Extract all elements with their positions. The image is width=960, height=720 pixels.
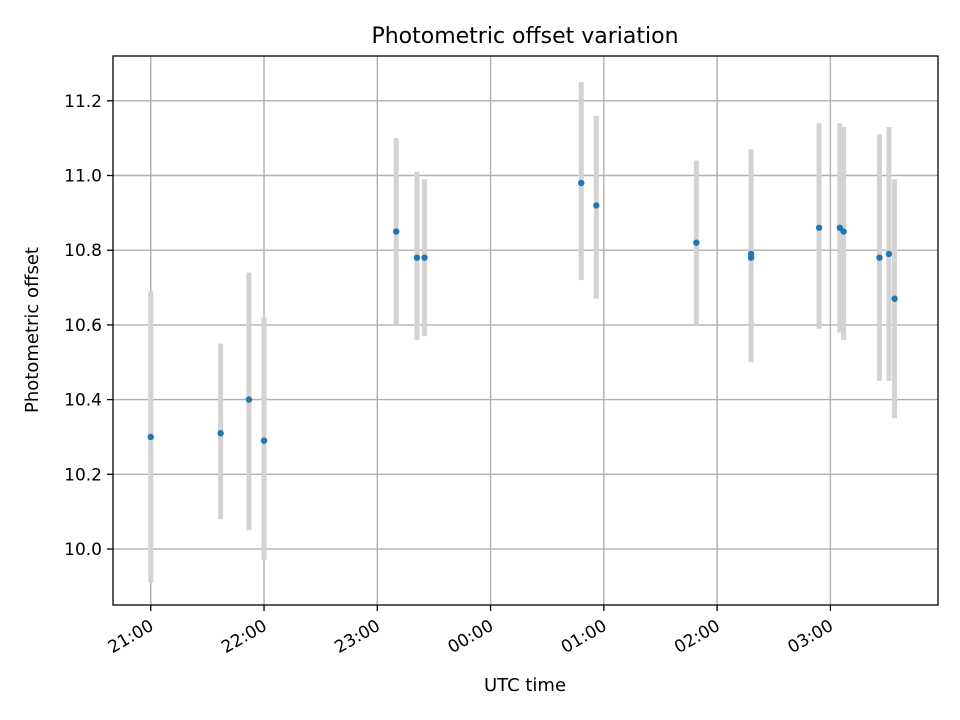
- error-bars: [148, 82, 898, 583]
- data-point: [147, 433, 154, 441]
- y-tick-label: 10.6: [64, 316, 102, 336]
- data-point: [593, 202, 600, 209]
- x-tick-label: 22:00: [218, 616, 270, 658]
- x-tick-label: 21:00: [105, 616, 157, 658]
- data-point: [260, 437, 268, 444]
- data-point: [840, 228, 847, 235]
- y-tick-label: 10.0: [64, 540, 102, 560]
- data-point: [217, 430, 224, 437]
- data-point: [413, 254, 421, 261]
- x-tick-label: 02:00: [671, 616, 723, 658]
- y-tick-label: 10.4: [64, 391, 102, 411]
- x-tick-label: 03:00: [784, 616, 836, 658]
- x-axis-ticks: 21:00 22:00 23:00 00:00 01:00 02:00 03:00: [105, 605, 837, 658]
- y-tick-label: 11.0: [64, 167, 102, 187]
- data-point: [245, 396, 253, 403]
- x-tick-label: 01:00: [558, 616, 610, 658]
- data-point: [747, 250, 755, 258]
- data-point: [392, 228, 400, 235]
- y-axis-label: Photometric offset: [22, 247, 43, 413]
- data-point: [421, 254, 428, 261]
- y-tick-label: 10.8: [64, 241, 102, 261]
- y-tick-label: 10.2: [64, 465, 102, 485]
- data-point: [885, 250, 893, 258]
- plot-frame: [112, 55, 939, 606]
- grid: [113, 56, 938, 605]
- data-point: [876, 254, 883, 261]
- x-tick-label: 00:00: [445, 616, 497, 658]
- y-axis-ticks: 10.0 10.2 10.4 10.6 10.8 11.0 11.2: [64, 92, 113, 560]
- data-point: [891, 295, 898, 302]
- x-axis-label: UTC time: [484, 675, 566, 696]
- data-point: [693, 239, 700, 246]
- data-point: [577, 179, 585, 187]
- x-tick-label: 23:00: [331, 616, 383, 658]
- data-points: [147, 179, 898, 444]
- y-tick-label: 11.2: [64, 92, 102, 112]
- chart-title: Photometric offset variation: [371, 24, 678, 49]
- data-point: [815, 224, 823, 231]
